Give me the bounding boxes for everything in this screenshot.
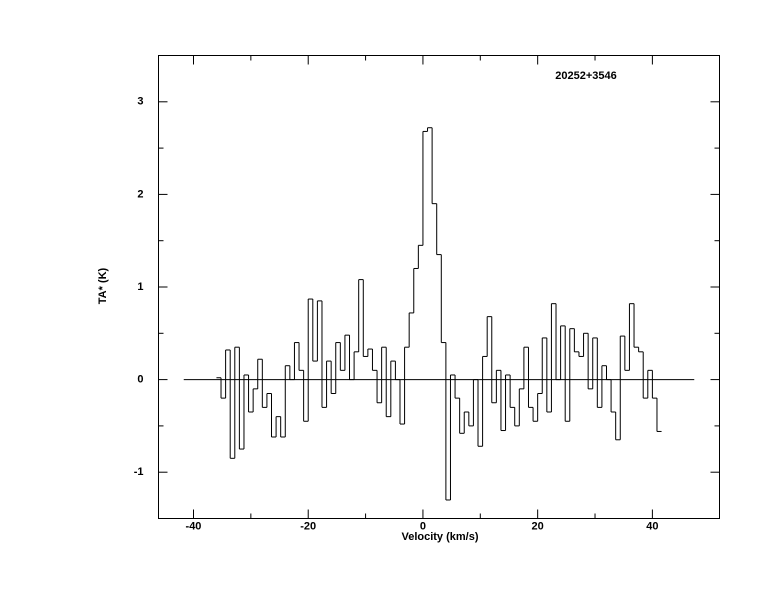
- y-axis-label: TA* (K): [97, 267, 109, 304]
- x-tick-label: -40: [186, 520, 202, 532]
- y-tick-label: 3: [137, 96, 143, 108]
- x-tick-label: 20: [532, 520, 544, 532]
- y-tick-label: 0: [137, 374, 143, 386]
- x-tick-label: 0: [420, 520, 426, 532]
- y-tick-label: -1: [134, 466, 144, 478]
- step-risers: [220, 127, 658, 500]
- y-tick-label: 2: [137, 188, 143, 200]
- x-tick-label: -20: [300, 520, 316, 532]
- y-tick-label: 1: [137, 281, 143, 293]
- x-axis-label: Velocity (km/s): [401, 531, 478, 543]
- chart-title: 20252+3546: [555, 70, 616, 82]
- x-tick-label: 40: [646, 520, 658, 532]
